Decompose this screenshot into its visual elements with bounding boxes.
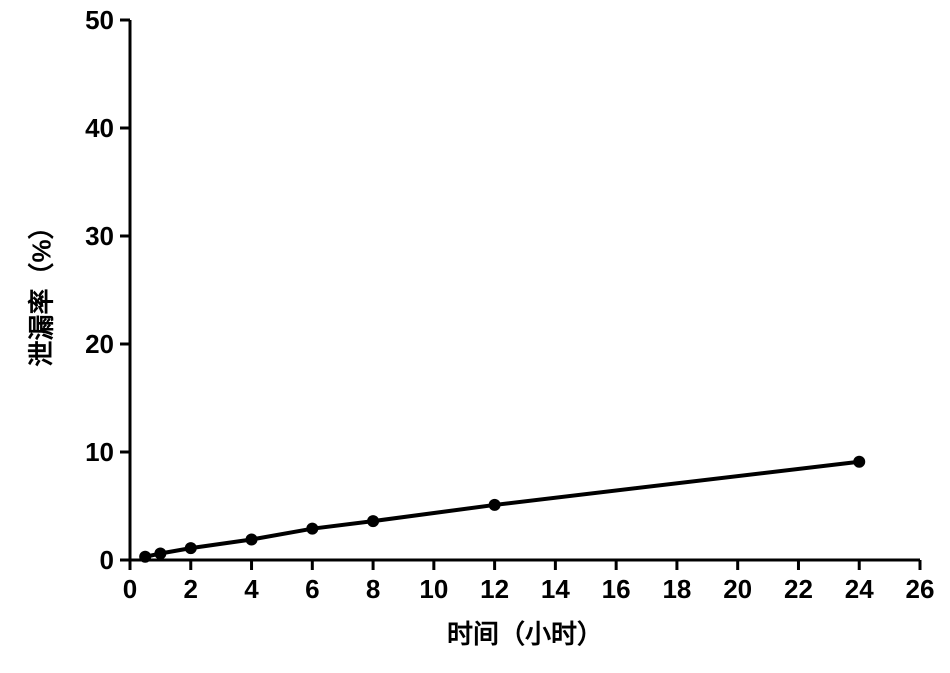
data-marker (306, 523, 318, 535)
y-axis-label: 泄漏率（%） (22, 213, 59, 366)
y-tick-label: 10 (85, 437, 114, 468)
x-tick-label: 4 (232, 574, 272, 605)
data-marker (185, 542, 197, 554)
x-tick-label: 6 (292, 574, 332, 605)
x-tick-label: 16 (596, 574, 636, 605)
x-tick-label: 12 (475, 574, 515, 605)
data-marker (367, 515, 379, 527)
chart-container: 泄漏率（%） 时间（小时） 02468101214161820222426010… (0, 0, 950, 673)
y-tick-label: 30 (85, 221, 114, 252)
x-axis-label: 时间（小时） (447, 614, 603, 651)
chart-svg (0, 0, 950, 673)
y-tick-label: 20 (85, 329, 114, 360)
data-marker (489, 499, 501, 511)
x-tick-label: 20 (718, 574, 758, 605)
y-tick-label: 40 (85, 113, 114, 144)
x-tick-label: 22 (778, 574, 818, 605)
data-marker (246, 533, 258, 545)
data-marker (154, 548, 166, 560)
x-tick-label: 8 (353, 574, 393, 605)
y-tick-label: 0 (100, 545, 114, 576)
y-tick-label: 50 (85, 5, 114, 36)
x-tick-label: 26 (900, 574, 940, 605)
x-tick-label: 18 (657, 574, 697, 605)
x-tick-label: 14 (535, 574, 575, 605)
data-marker (853, 456, 865, 468)
x-tick-label: 2 (171, 574, 211, 605)
x-tick-label: 10 (414, 574, 454, 605)
x-tick-label: 24 (839, 574, 879, 605)
data-marker (139, 551, 151, 563)
x-tick-label: 0 (110, 574, 150, 605)
